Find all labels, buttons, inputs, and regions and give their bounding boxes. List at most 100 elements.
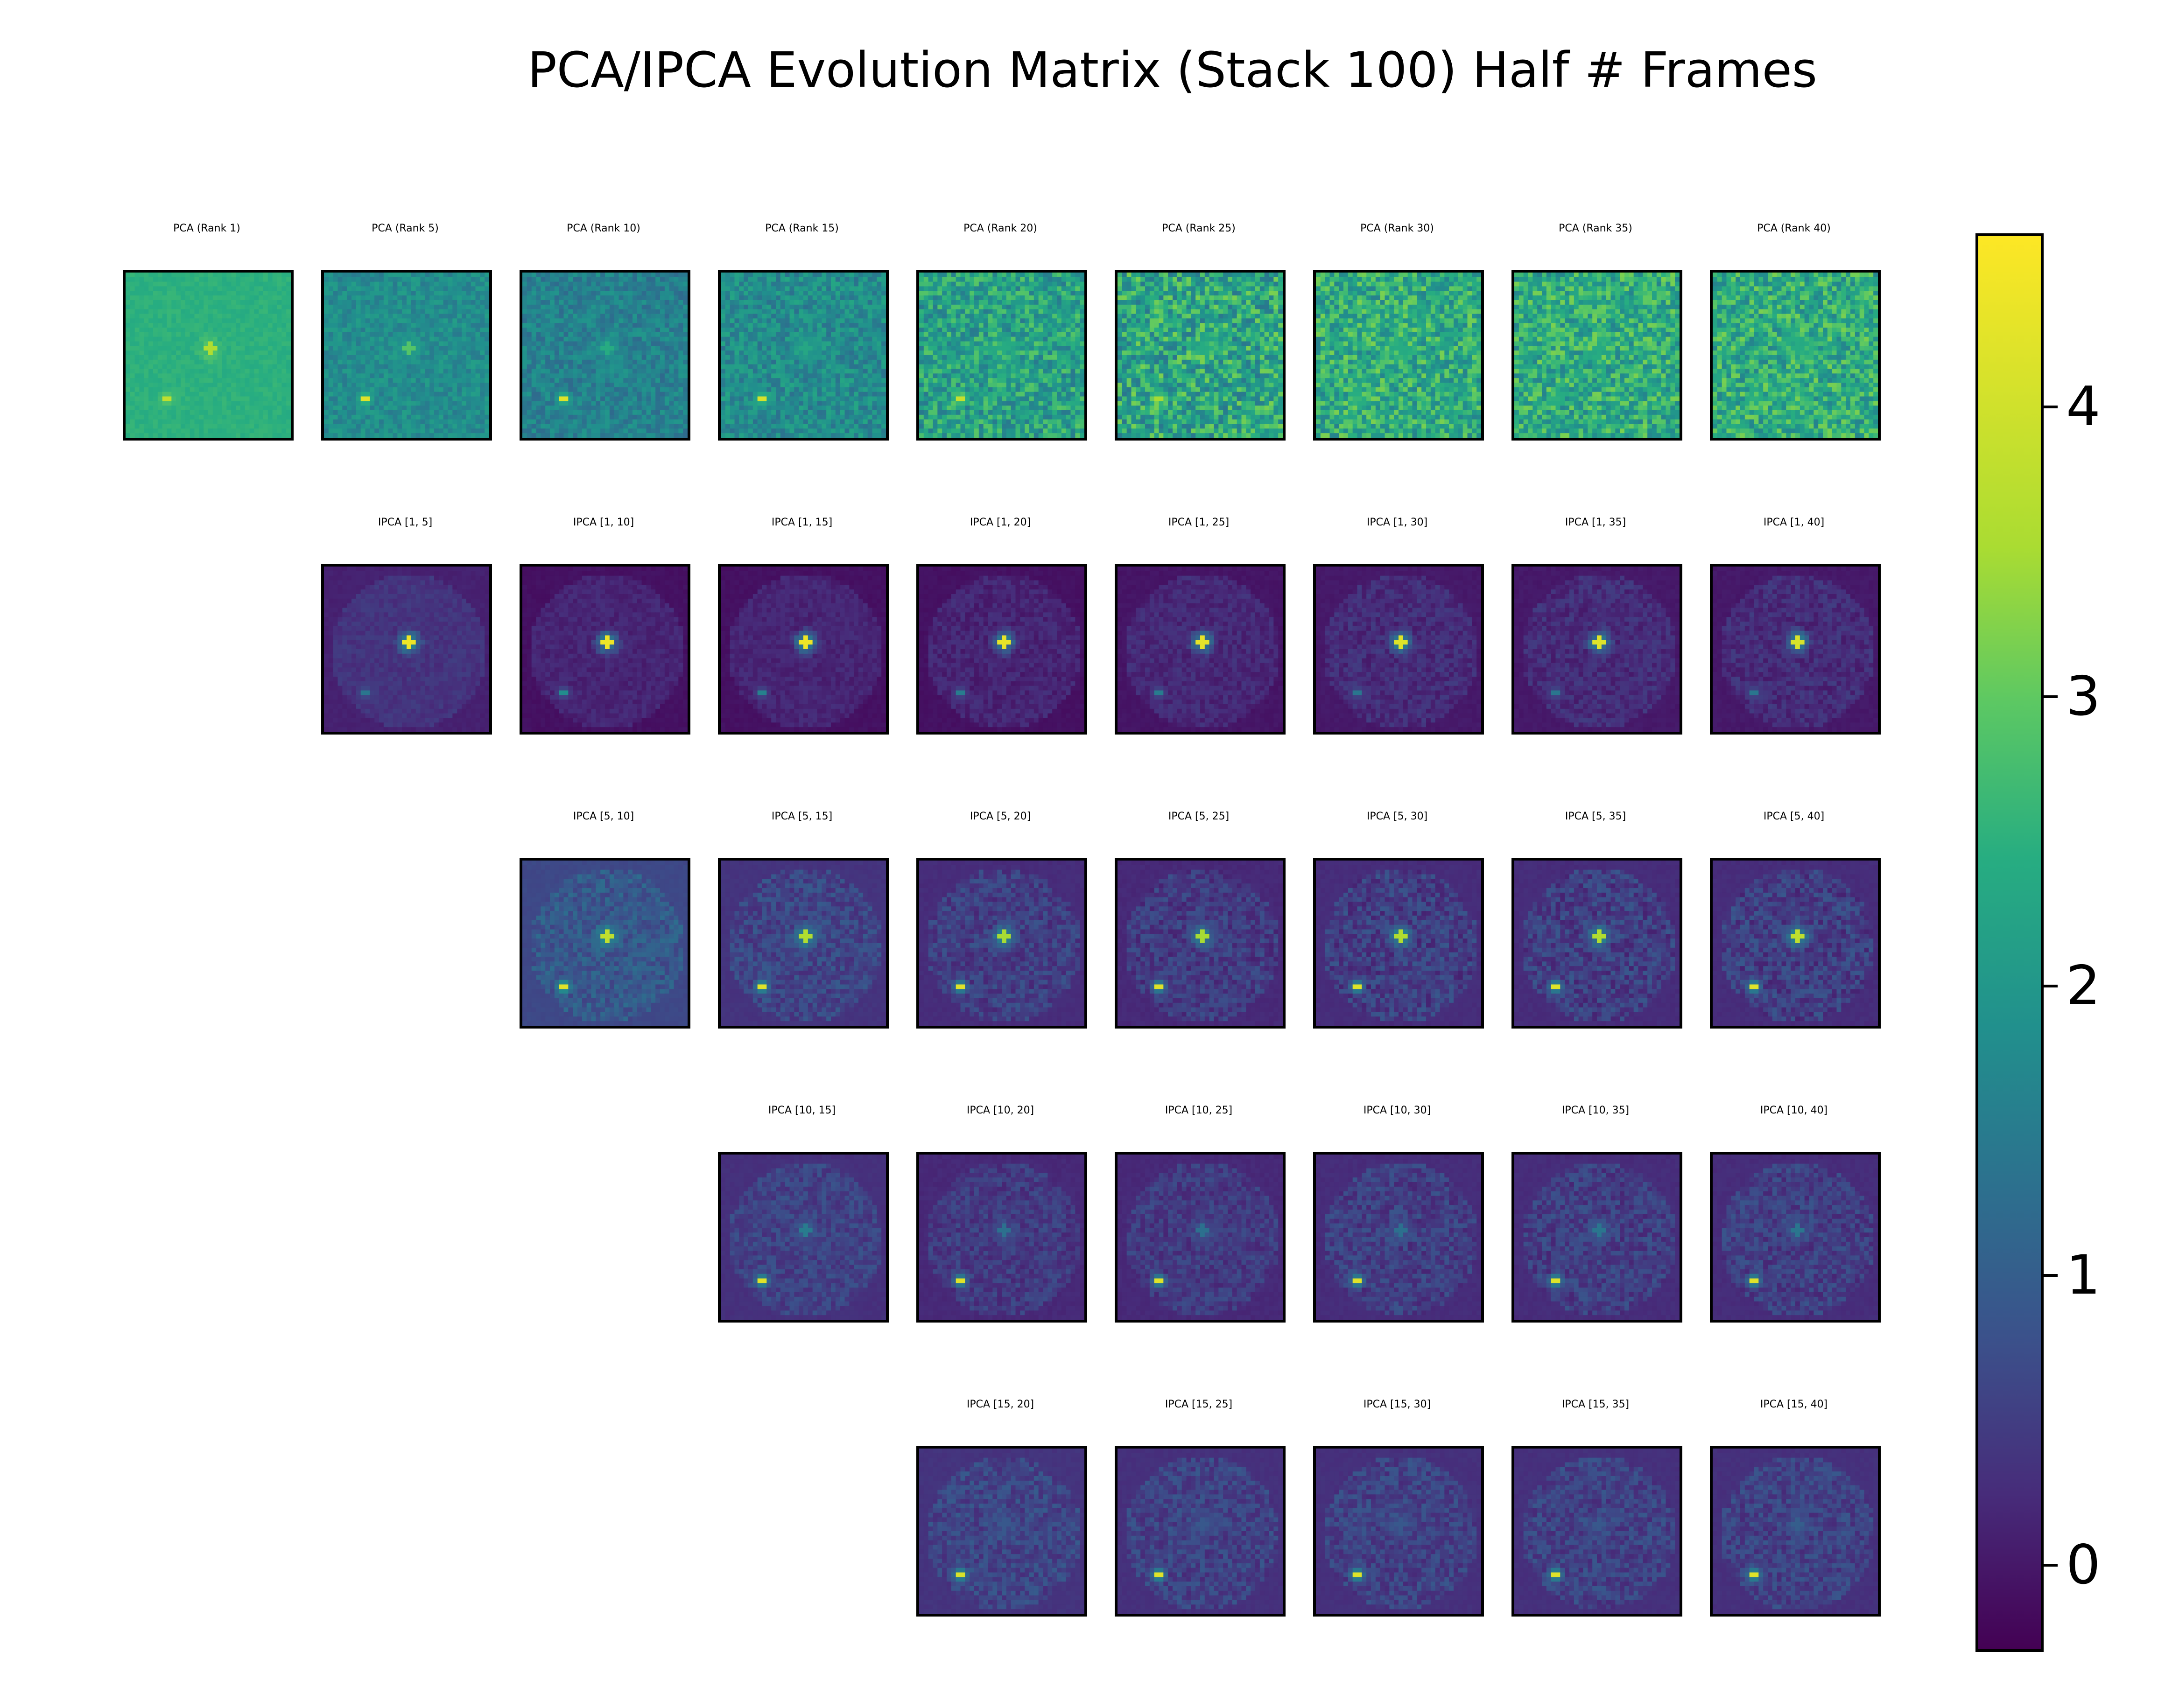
heatmap-image: [123, 270, 294, 441]
heatmap-image: [718, 858, 889, 1029]
colorbar-tick-label: 3: [2066, 668, 2101, 725]
heatmap-image: [916, 564, 1087, 735]
panel-title: IPCA [5, 40]: [1691, 807, 1897, 826]
colorbar-tick-label: 4: [2066, 379, 2101, 435]
heatmap-svg: [1514, 1449, 1680, 1614]
heatmap-svg: [1316, 1155, 1481, 1320]
heatmap-svg: [522, 273, 688, 438]
heatmap-image: [1511, 564, 1682, 735]
panel-title: IPCA [5, 30]: [1294, 807, 1500, 826]
panel-title: PCA (Rank 20): [898, 219, 1103, 238]
heatmap-image: [1511, 1152, 1682, 1323]
panel-title: IPCA [1, 15]: [699, 513, 905, 532]
chart-title: PCA/IPCA Evolution Matrix (Stack 100) Ha…: [0, 37, 2172, 103]
heatmap-image: [1115, 270, 1286, 441]
panel-title: IPCA [5, 10]: [501, 807, 706, 826]
colorbar-tick-label: 1: [2066, 1247, 2101, 1303]
heatmap-image: [1710, 564, 1881, 735]
panel-title: PCA (Rank 1): [104, 219, 309, 238]
heatmap-svg: [1514, 861, 1680, 1026]
heatmap-image: [520, 270, 690, 441]
heatmap-svg: [1514, 567, 1680, 732]
panel-title: IPCA [1, 5]: [302, 513, 508, 532]
colorbar-tick-label: 0: [2066, 1537, 2101, 1593]
heatmap-image: [916, 270, 1087, 441]
heatmap-svg: [1316, 861, 1481, 1026]
heatmap-image: [1710, 858, 1881, 1029]
heatmap-svg: [522, 861, 688, 1026]
panel-title: PCA (Rank 10): [501, 219, 706, 238]
heatmap-image: [1710, 1152, 1881, 1323]
heatmap-image: [916, 1446, 1087, 1617]
heatmap-svg: [1514, 1155, 1680, 1320]
panel-title: IPCA [1, 25]: [1096, 513, 1301, 532]
panel-title: IPCA [5, 15]: [699, 807, 905, 826]
heatmap-image: [718, 1152, 889, 1323]
panel-title: IPCA [1, 40]: [1691, 513, 1897, 532]
colorbar-tick: [2044, 1563, 2058, 1567]
colorbar: [1975, 233, 2044, 1652]
colorbar-tick: [2044, 695, 2058, 698]
heatmap-svg: [721, 1155, 886, 1320]
heatmap-image: [1313, 858, 1484, 1029]
heatmap-svg: [522, 567, 688, 732]
panel-title: IPCA [15, 40]: [1691, 1395, 1897, 1414]
heatmap-svg: [324, 567, 489, 732]
panel-title: IPCA [15, 25]: [1096, 1395, 1301, 1414]
heatmap-svg: [919, 273, 1084, 438]
panel-title: IPCA [1, 10]: [501, 513, 706, 532]
heatmap-svg: [1118, 1155, 1283, 1320]
heatmap-svg: [126, 273, 291, 438]
colorbar-gradient: [1978, 236, 2041, 1649]
heatmap-svg: [919, 567, 1084, 732]
panel-title: IPCA [5, 25]: [1096, 807, 1301, 826]
heatmap-image: [321, 564, 492, 735]
heatmap-svg: [1713, 1155, 1878, 1320]
colorbar-tick-label: 2: [2066, 958, 2101, 1014]
heatmap-svg: [919, 1155, 1084, 1320]
panel-title: PCA (Rank 35): [1493, 219, 1698, 238]
heatmap-svg: [721, 861, 886, 1026]
heatmap-image: [718, 270, 889, 441]
panel-title: IPCA [15, 20]: [898, 1395, 1103, 1414]
heatmap-image: [1511, 1446, 1682, 1617]
heatmap-svg: [1316, 567, 1481, 732]
panel-title: PCA (Rank 30): [1294, 219, 1500, 238]
heatmap-image: [321, 270, 492, 441]
heatmap-svg: [919, 861, 1084, 1026]
panel-title: IPCA [10, 30]: [1294, 1101, 1500, 1120]
heatmap-image: [916, 1152, 1087, 1323]
panel-title: IPCA [10, 40]: [1691, 1101, 1897, 1120]
panel-title: IPCA [15, 30]: [1294, 1395, 1500, 1414]
heatmap-image: [1115, 564, 1286, 735]
panel-title: PCA (Rank 25): [1096, 219, 1301, 238]
panel-title: PCA (Rank 40): [1691, 219, 1897, 238]
heatmap-image: [1115, 1152, 1286, 1323]
panel-title: PCA (Rank 15): [699, 219, 905, 238]
panel-title: IPCA [5, 20]: [898, 807, 1103, 826]
heatmap-svg: [1713, 273, 1878, 438]
heatmap-svg: [1316, 273, 1481, 438]
heatmap-svg: [1118, 861, 1283, 1026]
panel-title: IPCA [10, 25]: [1096, 1101, 1301, 1120]
panel-title: IPCA [1, 35]: [1493, 513, 1698, 532]
panel-title: IPCA [10, 15]: [699, 1101, 905, 1120]
heatmap-image: [1115, 858, 1286, 1029]
panel-title: IPCA [1, 30]: [1294, 513, 1500, 532]
heatmap-image: [1115, 1446, 1286, 1617]
heatmap-svg: [721, 567, 886, 732]
heatmap-image: [1710, 1446, 1881, 1617]
heatmap-image: [1313, 270, 1484, 441]
colorbar-tick: [2044, 1274, 2058, 1277]
panel-title: IPCA [15, 35]: [1493, 1395, 1698, 1414]
heatmap-image: [1511, 858, 1682, 1029]
heatmap-svg: [919, 1449, 1084, 1614]
heatmap-image: [1710, 270, 1881, 441]
colorbar-tick: [2044, 406, 2058, 409]
heatmap-image: [916, 858, 1087, 1029]
heatmap-svg: [1713, 1449, 1878, 1614]
heatmap-svg: [1713, 567, 1878, 732]
heatmap-image: [1511, 270, 1682, 441]
heatmap-image: [520, 858, 690, 1029]
